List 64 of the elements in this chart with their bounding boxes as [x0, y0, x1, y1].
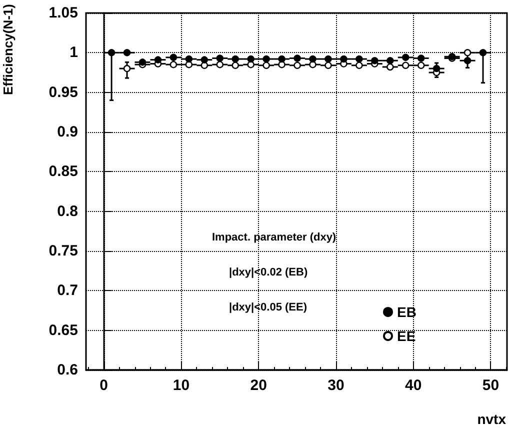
y-tick-label: 0.85: [48, 163, 78, 180]
y-axis-title: Efficiency(N-1): [0, 4, 16, 96]
y-tick-label: 0.65: [48, 322, 78, 339]
point: [324, 62, 332, 69]
point: [402, 62, 410, 69]
y-tick-label: 1: [70, 44, 78, 62]
x-axis-title: nvtx: [477, 411, 506, 427]
point: [262, 55, 270, 63]
point: [170, 54, 178, 62]
point: [418, 62, 425, 69]
legend-label: EE: [397, 328, 416, 344]
x-tick-label: 30: [328, 377, 344, 394]
y-tick-label: 1.05: [48, 4, 78, 22]
point: [356, 62, 363, 69]
point: [371, 57, 378, 64]
point: [464, 49, 472, 56]
point: [247, 55, 254, 63]
x-tick-label: 50: [482, 377, 500, 394]
point: [123, 49, 131, 56]
point: [108, 49, 116, 56]
point: [262, 62, 270, 69]
point: [356, 55, 363, 63]
point: [138, 58, 146, 66]
point: [216, 54, 224, 62]
point: [418, 54, 425, 62]
point: [247, 60, 254, 68]
legend-label: EB: [397, 304, 416, 320]
y-tick-label: 0.95: [48, 84, 78, 101]
point: [309, 60, 316, 68]
x-tick-label: 40: [405, 377, 422, 394]
point: [278, 60, 286, 68]
point: [200, 56, 208, 64]
annotation: |dxy|<0.05 (EE): [229, 302, 308, 314]
point: [200, 62, 208, 69]
point: [402, 54, 410, 62]
x-tick-label: 0: [100, 377, 108, 394]
point: [185, 60, 193, 68]
y-tick-label: 0.7: [57, 282, 78, 300]
y-tick-label: 0.8: [57, 202, 78, 220]
point: [278, 55, 286, 63]
point: [294, 62, 301, 69]
point: [170, 60, 178, 68]
y-tick-label: 0.75: [48, 242, 78, 260]
annotation: Impact. parameter (dxy): [212, 232, 336, 244]
y-tick-label: 0.9: [57, 124, 78, 140]
x-tick-label: 10: [172, 377, 190, 394]
x-tick-label: 20: [250, 377, 267, 394]
point: [216, 60, 224, 68]
point: [232, 55, 239, 63]
point: [340, 55, 348, 63]
point: [123, 64, 131, 72]
point: [154, 56, 162, 64]
annotation: |dxy|<0.02 (EB): [229, 266, 308, 278]
point: [479, 49, 487, 56]
y-tick-label: 0.6: [57, 362, 78, 378]
point: [386, 63, 394, 71]
point: [294, 54, 301, 62]
point: [386, 57, 394, 64]
point: [324, 55, 332, 63]
point: [464, 57, 472, 64]
point: [232, 62, 239, 69]
point: [185, 55, 193, 63]
point: [432, 64, 440, 72]
point: [309, 55, 316, 63]
